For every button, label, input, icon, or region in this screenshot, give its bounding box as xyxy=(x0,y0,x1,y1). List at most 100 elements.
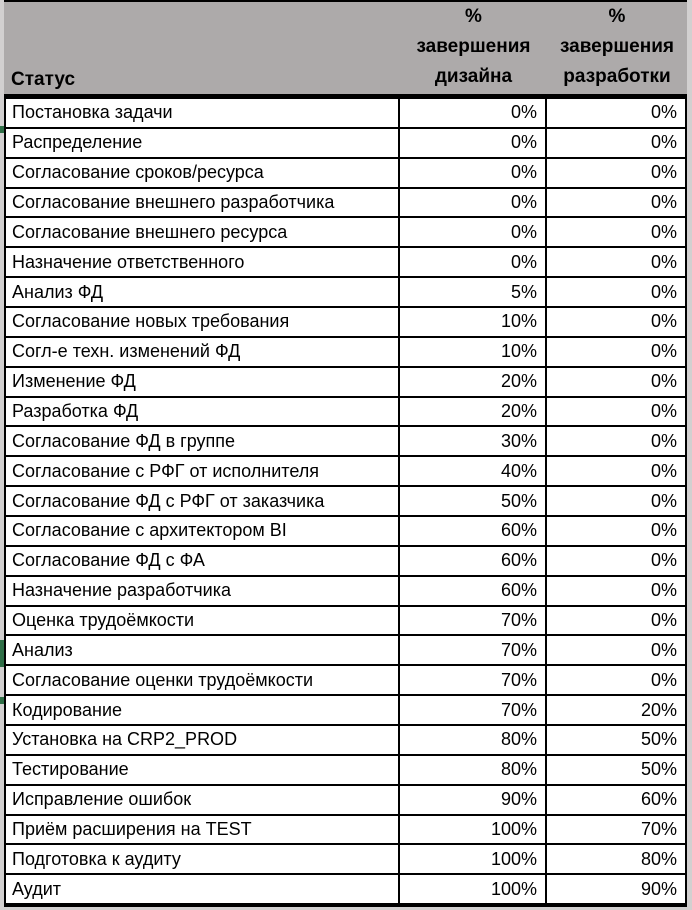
design-cell[interactable]: 5% xyxy=(400,278,547,307)
design-cell[interactable]: 80% xyxy=(400,755,547,784)
status-cell[interactable]: Исправление ошибок xyxy=(6,785,400,814)
header-cell-dev-percent[interactable]: % завершения разработки xyxy=(547,2,687,96)
dev-cell[interactable]: 70% xyxy=(547,815,685,844)
status-cell[interactable]: Изменение ФД xyxy=(6,367,400,396)
table-row: Согласование сроков/ресурса 0% 0% xyxy=(6,158,685,189)
dev-cell[interactable]: 0% xyxy=(547,487,685,516)
design-cell[interactable]: 70% xyxy=(400,606,547,635)
status-cell[interactable]: Согласование ФД с ФА xyxy=(6,546,400,575)
status-cell[interactable]: Согласование новых требования xyxy=(6,308,400,336)
design-cell[interactable]: 70% xyxy=(400,636,547,665)
status-cell[interactable]: Приём расширения на TEST xyxy=(6,815,400,844)
dev-cell[interactable]: 0% xyxy=(547,308,685,336)
dev-cell[interactable]: 50% xyxy=(547,755,685,784)
dev-cell[interactable]: 80% xyxy=(547,845,685,874)
table-row: Оценка трудоёмкости 70% 0% xyxy=(6,606,685,637)
dev-cell[interactable]: 0% xyxy=(547,636,685,665)
header-cell-design-percent[interactable]: % завершения дизайна xyxy=(400,2,547,96)
table-row: Исправление ошибок 90% 60% xyxy=(6,785,685,816)
design-cell[interactable]: 60% xyxy=(400,546,547,575)
dev-cell[interactable]: 0% xyxy=(547,128,685,157)
status-cell[interactable]: Кодирование xyxy=(6,696,400,725)
status-cell[interactable]: Согласование внешнего разработчика xyxy=(6,188,400,217)
status-cell[interactable]: Согласование внешнего ресурса xyxy=(6,218,400,247)
design-cell[interactable]: 0% xyxy=(400,188,547,217)
dev-cell[interactable]: 0% xyxy=(547,158,685,187)
header-dev-line2: завершения xyxy=(559,36,674,57)
status-cell[interactable]: Согласование ФД с РФГ от заказчика xyxy=(6,487,400,516)
row-marker-analiz-row xyxy=(0,640,4,667)
status-cell[interactable]: Согласование с архитектором BI xyxy=(6,517,400,545)
design-cell[interactable]: 0% xyxy=(400,99,547,127)
status-table: Статус % завершения дизайна % завершения… xyxy=(4,0,687,907)
design-cell[interactable]: 0% xyxy=(400,128,547,157)
dev-cell[interactable]: 0% xyxy=(547,397,685,426)
design-cell[interactable]: 40% xyxy=(400,457,547,486)
dev-cell[interactable]: 0% xyxy=(547,457,685,486)
dev-cell[interactable]: 0% xyxy=(547,666,685,695)
table-row: Установка на CRP2_PROD 80% 50% xyxy=(6,726,685,756)
status-cell[interactable]: Согласование ФД в группе xyxy=(6,427,400,456)
dev-cell[interactable]: 0% xyxy=(547,517,685,545)
status-cell[interactable]: Тестирование xyxy=(6,755,400,784)
dev-cell[interactable]: 0% xyxy=(547,278,685,307)
design-cell[interactable]: 50% xyxy=(400,487,547,516)
design-cell[interactable]: 60% xyxy=(400,517,547,545)
header-design-line1: % xyxy=(465,6,482,27)
design-cell[interactable]: 100% xyxy=(400,845,547,874)
design-cell[interactable]: 0% xyxy=(400,248,547,277)
status-cell[interactable]: Согласование оценки трудоёмкости xyxy=(6,666,400,695)
table-row: Назначение ответственного 0% 0% xyxy=(6,248,685,279)
design-cell[interactable]: 10% xyxy=(400,337,547,366)
design-cell[interactable]: 30% xyxy=(400,427,547,456)
dev-cell[interactable]: 0% xyxy=(547,606,685,635)
table-row: Согласование ФД с РФГ от заказчика 50% 0… xyxy=(6,487,685,518)
dev-cell[interactable]: 0% xyxy=(547,576,685,605)
header-dev-line3: разработки xyxy=(563,66,671,87)
design-cell[interactable]: 60% xyxy=(400,576,547,605)
status-cell[interactable]: Согл-е техн. изменений ФД xyxy=(6,337,400,366)
status-cell[interactable]: Аудит xyxy=(6,875,400,904)
dev-cell[interactable]: 0% xyxy=(547,367,685,396)
table-row: Аудит 100% 90% xyxy=(6,875,685,904)
dev-cell[interactable]: 50% xyxy=(547,726,685,754)
dev-cell[interactable]: 90% xyxy=(547,875,685,904)
dev-cell[interactable]: 0% xyxy=(547,218,685,247)
status-cell[interactable]: Установка на CRP2_PROD xyxy=(6,726,400,754)
status-cell[interactable]: Анализ ФД xyxy=(6,278,400,307)
design-cell[interactable]: 100% xyxy=(400,875,547,904)
design-cell[interactable]: 100% xyxy=(400,815,547,844)
design-cell[interactable]: 0% xyxy=(400,158,547,187)
dev-cell[interactable]: 0% xyxy=(547,99,685,127)
header-cell-status[interactable]: Статус xyxy=(4,69,400,96)
status-cell[interactable]: Подготовка к аудиту xyxy=(6,845,400,874)
status-cell[interactable]: Разработка ФД xyxy=(6,397,400,426)
design-cell[interactable]: 90% xyxy=(400,785,547,814)
design-cell[interactable]: 20% xyxy=(400,367,547,396)
dev-cell[interactable]: 0% xyxy=(547,427,685,456)
design-cell[interactable]: 70% xyxy=(400,696,547,725)
status-cell[interactable]: Согласование сроков/ресурса xyxy=(6,158,400,187)
dev-cell[interactable]: 60% xyxy=(547,785,685,814)
design-cell[interactable]: 10% xyxy=(400,308,547,336)
design-cell[interactable]: 70% xyxy=(400,666,547,695)
status-cell[interactable]: Оценка трудоёмкости xyxy=(6,606,400,635)
table-row: Согласование ФД в группе 30% 0% xyxy=(6,427,685,458)
design-cell[interactable]: 0% xyxy=(400,218,547,247)
design-cell[interactable]: 20% xyxy=(400,397,547,426)
status-cell[interactable]: Назначение разработчика xyxy=(6,576,400,605)
status-cell[interactable]: Анализ xyxy=(6,636,400,665)
header-dev-line1: % xyxy=(608,6,626,27)
dev-cell[interactable]: 0% xyxy=(547,546,685,575)
dev-cell[interactable]: 0% xyxy=(547,188,685,217)
status-cell[interactable]: Распределение xyxy=(6,128,400,157)
dev-cell[interactable]: 20% xyxy=(547,696,685,725)
dev-cell[interactable]: 0% xyxy=(547,337,685,366)
status-cell[interactable]: Постановка задачи xyxy=(6,99,400,127)
status-cell[interactable]: Согласование с РФГ от исполнителя xyxy=(6,457,400,486)
status-cell[interactable]: Назначение ответственного xyxy=(6,248,400,277)
dev-cell[interactable]: 0% xyxy=(547,248,685,277)
design-cell[interactable]: 80% xyxy=(400,726,547,754)
header-design-line3: дизайна xyxy=(434,66,513,87)
